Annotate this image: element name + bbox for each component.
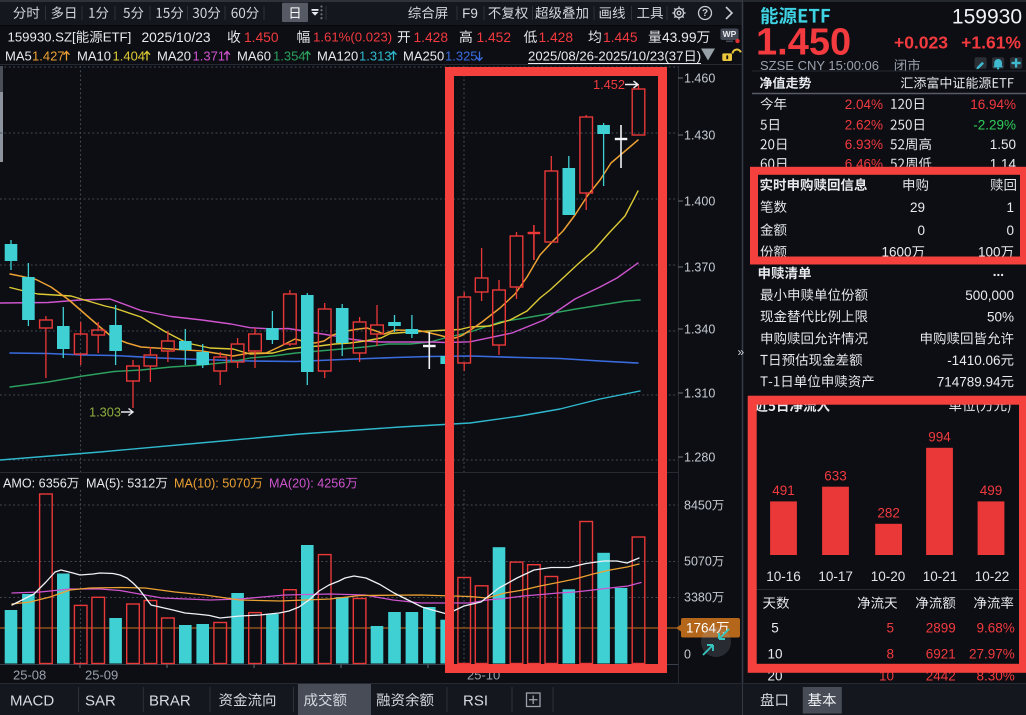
svg-text:SZSE CNY 15:00:06: SZSE CNY 15:00:06 [760,58,879,73]
svg-text:MACD: MACD [10,692,54,709]
svg-text:1.428: 1.428 [539,30,574,45]
svg-text:2025/08/26-2025/10/23(37: 2025/08/26-2025/10/23(37 [528,49,683,64]
svg-text:1.280: 1.280 [684,450,715,464]
svg-text:0: 0 [684,647,691,661]
svg-text:499: 499 [980,483,1003,498]
svg-text:159930.SZ[: 159930.SZ[ [8,30,77,45]
svg-text:29: 29 [910,200,925,215]
svg-text:25-09: 25-09 [85,668,118,683]
svg-text:MA250: MA250 [403,49,444,64]
svg-text:MA20: MA20 [157,49,191,64]
svg-text:MA120: MA120 [317,49,358,64]
svg-text:MA(20): 4256: MA(20): 4256 [269,476,345,490]
svg-text:1.50: 1.50 [990,137,1016,152]
svg-text:1.61%(0.023): 1.61%(0.023) [313,30,392,45]
svg-text:714789.94: 714789.94 [937,374,1001,389]
svg-text:1.430: 1.430 [684,128,715,142]
svg-text:MA5: MA5 [5,49,32,64]
svg-text:10-22: 10-22 [975,569,1010,584]
svg-text:5070: 5070 [684,554,712,568]
svg-text:8450: 8450 [684,498,712,512]
svg-text:-2.29%: -2.29% [973,118,1016,133]
svg-text:25-08: 25-08 [13,668,46,683]
svg-text:1.450: 1.450 [244,30,279,45]
svg-text:43.99: 43.99 [662,30,697,45]
svg-text:MA60: MA60 [237,49,271,64]
svg-text:1.427: 1.427 [32,49,65,64]
svg-text:1.303: 1.303 [89,405,121,420]
svg-text:1.325: 1.325 [445,49,478,64]
svg-text:BRAR: BRAR [149,692,191,709]
svg-text:2899: 2899 [926,620,956,635]
svg-text:1.370: 1.370 [684,260,715,274]
svg-text:1.354: 1.354 [273,49,306,64]
svg-text:500,000: 500,000 [965,288,1014,303]
svg-text:9.68%: 9.68% [977,620,1015,635]
svg-text:1.340: 1.340 [684,322,715,336]
svg-text:6921: 6921 [926,646,956,661]
svg-text:2025/10/23: 2025/10/23 [142,30,211,45]
svg-text:10: 10 [767,646,782,661]
svg-text:0: 0 [918,223,926,238]
svg-text:0: 0 [1007,223,1015,238]
svg-text:1764: 1764 [686,620,717,635]
svg-text:159930: 159930 [952,5,1022,28]
svg-text:ETF]: ETF] [103,30,132,45]
svg-text:MA10: MA10 [77,49,111,64]
svg-text:1.460: 1.460 [684,71,715,85]
svg-text:3380: 3380 [684,590,712,604]
svg-text:16.94%: 16.94% [970,97,1016,112]
svg-text:1.452: 1.452 [477,30,512,45]
svg-text:50%: 50% [987,309,1014,324]
svg-text:MA(5): 5312: MA(5): 5312 [86,476,155,490]
svg-text:100: 100 [978,245,1001,260]
svg-text:491: 491 [772,483,795,498]
svg-text:10-20: 10-20 [871,569,906,584]
svg-text:282: 282 [877,506,900,521]
svg-text:»: » [738,345,745,359]
svg-text:1.313: 1.313 [359,49,392,64]
svg-text:SAR: SAR [85,692,116,709]
svg-text:5: 5 [886,620,894,635]
svg-text:?: ? [702,8,708,19]
svg-text:+0.023: +0.023 [894,33,948,53]
svg-text:+1.61%: +1.61% [961,33,1021,53]
svg-text:6.93%: 6.93% [845,137,883,152]
svg-text:5: 5 [771,620,779,635]
svg-text:1.404: 1.404 [113,49,146,64]
svg-text:): ) [697,49,701,64]
svg-text:2.04%: 2.04% [845,97,883,112]
svg-text:1.400: 1.400 [684,194,715,208]
svg-text:-1410.06: -1410.06 [947,353,1000,368]
svg-text:10-21: 10-21 [923,569,958,584]
svg-text:27.97%: 27.97% [969,646,1015,661]
svg-text:1.445: 1.445 [603,30,638,45]
svg-text:1.310: 1.310 [684,386,715,400]
svg-text:10-16: 10-16 [766,569,801,584]
svg-text:994: 994 [928,430,951,445]
svg-text:RSI: RSI [463,692,488,709]
svg-text:MA(10): 5070: MA(10): 5070 [174,476,250,490]
svg-text:633: 633 [824,469,847,484]
svg-text:1.428: 1.428 [414,30,449,45]
svg-text:2.62%: 2.62% [845,118,883,133]
svg-text:1.450: 1.450 [756,21,851,63]
svg-text:...: ... [993,264,1004,279]
svg-text:F9: F9 [462,6,478,21]
svg-text:10-17: 10-17 [818,569,853,584]
svg-text:1600: 1600 [882,245,912,260]
svg-text:8: 8 [886,646,894,661]
svg-text:1: 1 [1007,200,1015,215]
svg-text:1.452: 1.452 [593,77,625,92]
svg-text:AMO: 6356: AMO: 6356 [3,476,67,490]
svg-text:WP: WP [723,29,737,39]
svg-text:1.371: 1.371 [193,49,226,64]
